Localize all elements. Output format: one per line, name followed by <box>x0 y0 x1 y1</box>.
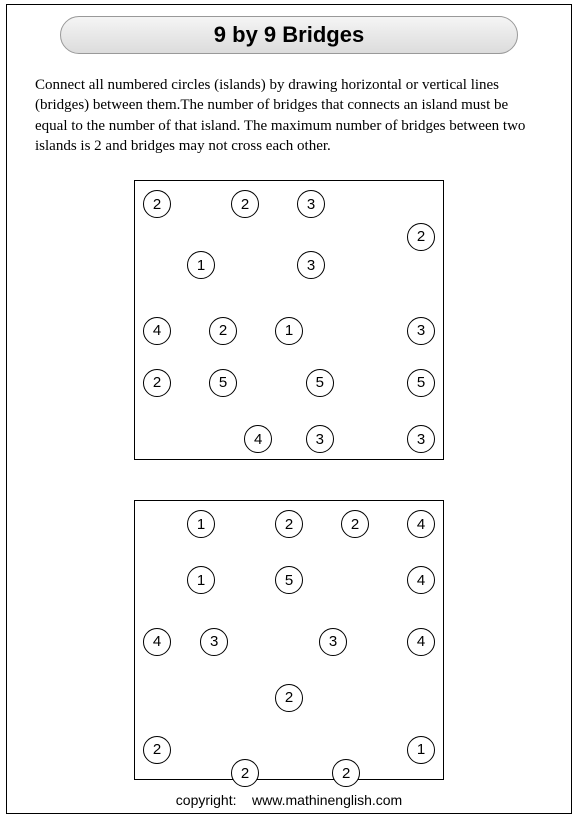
island: 3 <box>319 628 347 656</box>
puzzle-1-grid: 22321342132555433 <box>134 180 444 460</box>
island: 2 <box>275 510 303 538</box>
island: 2 <box>209 317 237 345</box>
island: 3 <box>297 190 325 218</box>
island: 1 <box>187 510 215 538</box>
island: 1 <box>187 566 215 594</box>
island: 4 <box>143 317 171 345</box>
island: 2 <box>341 510 369 538</box>
island: 2 <box>231 759 259 787</box>
island: 3 <box>407 317 435 345</box>
island: 2 <box>143 736 171 764</box>
island: 4 <box>407 510 435 538</box>
island: 3 <box>297 251 325 279</box>
island: 4 <box>407 566 435 594</box>
page-title: 9 by 9 Bridges <box>214 22 364 48</box>
footer: copyright: www.mathinenglish.com <box>0 792 578 808</box>
island: 1 <box>275 317 303 345</box>
island: 3 <box>407 425 435 453</box>
island: 2 <box>332 759 360 787</box>
copyright-label: copyright: <box>176 792 237 808</box>
title-banner: 9 by 9 Bridges <box>60 16 518 54</box>
island: 5 <box>306 369 334 397</box>
puzzle-1-container: 22321342132555433 <box>134 180 444 460</box>
island: 5 <box>407 369 435 397</box>
island: 5 <box>275 566 303 594</box>
island: 2 <box>275 684 303 712</box>
island: 5 <box>209 369 237 397</box>
island: 1 <box>407 736 435 764</box>
island: 2 <box>407 223 435 251</box>
island: 2 <box>143 190 171 218</box>
island: 2 <box>231 190 259 218</box>
instructions-text: Connect all numbered circles (islands) b… <box>35 75 543 156</box>
puzzle-2-container: 1224154433422122 <box>134 500 444 780</box>
island: 3 <box>306 425 334 453</box>
footer-url: www.mathinenglish.com <box>252 792 402 808</box>
island: 3 <box>200 628 228 656</box>
island: 2 <box>143 369 171 397</box>
island: 1 <box>187 251 215 279</box>
island: 4 <box>143 628 171 656</box>
island: 4 <box>407 628 435 656</box>
island: 4 <box>244 425 272 453</box>
puzzle-2-grid: 1224154433422122 <box>134 500 444 780</box>
